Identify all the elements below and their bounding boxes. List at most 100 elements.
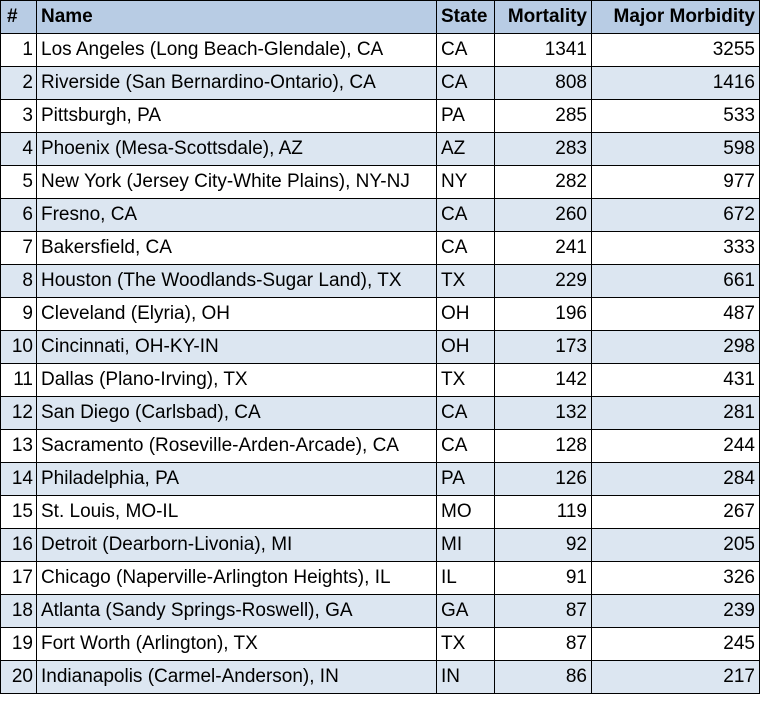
- table-row: 7 Bakersfield, CA CA 241 333: [0, 231, 760, 265]
- row-state-cell: TX: [436, 363, 495, 397]
- row-mortality-cell: 282: [494, 165, 592, 199]
- row-morbidity-cell: 267: [591, 495, 760, 529]
- row-morbidity-cell: 284: [591, 462, 760, 496]
- table-row: 18 Atlanta (Sandy Springs-Roswell), GA GA 8…: [0, 594, 760, 628]
- table-row: 3 Pittsburgh, PA PA 285 533: [0, 99, 760, 133]
- row-state-cell: MI: [436, 528, 495, 562]
- table-row: 20 Indianapolis (Carmel-Anderson), IN IN 86…: [0, 660, 760, 694]
- row-state-cell: IL: [436, 561, 495, 595]
- table-row: 9 Cleveland (Elyria), OH OH 196 487: [0, 297, 760, 331]
- row-morbidity-cell: 977: [591, 165, 760, 199]
- row-state-cell: CA: [436, 198, 495, 232]
- table-row: 15 St. Louis, MO-IL MO 119 267: [0, 495, 760, 529]
- table-row: 6 Fresno, CA CA 260 672: [0, 198, 760, 232]
- table-row: 4 Phoenix (Mesa-Scottsdale), AZ AZ 283 598: [0, 132, 760, 166]
- row-rank-cell: 16: [0, 528, 37, 562]
- header-mortality: Mortality: [494, 0, 592, 34]
- row-rank-cell: 8: [0, 264, 37, 298]
- header-state: State: [436, 0, 495, 34]
- data-table: # Name State Mortality Major Morbidity 1…: [0, 0, 760, 694]
- table-row: 11 Dallas (Plano-Irving), TX TX 142 431: [0, 363, 760, 397]
- table-row: 2 Riverside (San Bernardino-Ontario), CA C…: [0, 66, 760, 100]
- table-header: # Name State Mortality Major Morbidity: [0, 0, 760, 34]
- row-rank-cell: 18: [0, 594, 37, 628]
- row-mortality-cell: 128: [494, 429, 592, 463]
- row-mortality-cell: 92: [494, 528, 592, 562]
- table-body: 1 Los Angeles (Long Beach-Glendale), CA CA…: [0, 33, 760, 694]
- row-mortality-cell: 87: [494, 627, 592, 661]
- row-rank-cell: 7: [0, 231, 37, 265]
- row-mortality-cell: 86: [494, 660, 592, 694]
- header-name: Name: [36, 0, 437, 34]
- row-name-cell: Houston (The Woodlands-Sugar Land), TX: [36, 264, 437, 298]
- row-name-cell: Bakersfield, CA: [36, 231, 437, 265]
- row-state-cell: CA: [436, 231, 495, 265]
- row-mortality-cell: 196: [494, 297, 592, 331]
- row-state-cell: PA: [436, 462, 495, 496]
- row-name-cell: Los Angeles (Long Beach-Glendale), CA: [36, 33, 437, 67]
- row-morbidity-cell: 239: [591, 594, 760, 628]
- row-mortality-cell: 119: [494, 495, 592, 529]
- row-rank-cell: 17: [0, 561, 37, 595]
- row-state-cell: CA: [436, 396, 495, 430]
- row-morbidity-cell: 245: [591, 627, 760, 661]
- row-mortality-cell: 91: [494, 561, 592, 595]
- row-morbidity-cell: 217: [591, 660, 760, 694]
- row-rank-cell: 9: [0, 297, 37, 331]
- row-name-cell: Sacramento (Roseville-Arden-Arcade), CA: [36, 429, 437, 463]
- row-state-cell: TX: [436, 264, 495, 298]
- row-rank-cell: 20: [0, 660, 37, 694]
- row-morbidity-cell: 333: [591, 231, 760, 265]
- row-name-cell: St. Louis, MO-IL: [36, 495, 437, 529]
- table-row: 16 Detroit (Dearborn-Livonia), MI MI 92 205: [0, 528, 760, 562]
- row-rank-cell: 13: [0, 429, 37, 463]
- row-mortality-cell: 1341: [494, 33, 592, 67]
- row-morbidity-cell: 1416: [591, 66, 760, 100]
- row-name-cell: Pittsburgh, PA: [36, 99, 437, 133]
- table-row: 19 Fort Worth (Arlington), TX TX 87 245: [0, 627, 760, 661]
- row-mortality-cell: 142: [494, 363, 592, 397]
- table-row: 12 San Diego (Carlsbad), CA CA 132 281: [0, 396, 760, 430]
- row-morbidity-cell: 661: [591, 264, 760, 298]
- row-mortality-cell: 260: [494, 198, 592, 232]
- table-row: 17 Chicago (Naperville-Arlington Heights)…: [0, 561, 760, 595]
- row-rank-cell: 4: [0, 132, 37, 166]
- row-state-cell: CA: [436, 33, 495, 67]
- row-state-cell: PA: [436, 99, 495, 133]
- header-row: # Name State Mortality Major Morbidity: [0, 0, 760, 34]
- row-rank-cell: 12: [0, 396, 37, 430]
- row-name-cell: Cincinnati, OH-KY-IN: [36, 330, 437, 364]
- row-state-cell: NY: [436, 165, 495, 199]
- table-row: 14 Philadelphia, PA PA 126 284: [0, 462, 760, 496]
- table-row: 5 New York (Jersey City-White Plains), NY…: [0, 165, 760, 199]
- table-row: 10 Cincinnati, OH-KY-IN OH 173 298: [0, 330, 760, 364]
- row-morbidity-cell: 244: [591, 429, 760, 463]
- row-name-cell: Fort Worth (Arlington), TX: [36, 627, 437, 661]
- row-mortality-cell: 229: [494, 264, 592, 298]
- row-rank-cell: 6: [0, 198, 37, 232]
- row-name-cell: Atlanta (Sandy Springs-Roswell), GA: [36, 594, 437, 628]
- row-name-cell: New York (Jersey City-White Plains), NY-…: [36, 165, 437, 199]
- row-state-cell: OH: [436, 297, 495, 331]
- row-mortality-cell: 283: [494, 132, 592, 166]
- row-rank-cell: 5: [0, 165, 37, 199]
- row-mortality-cell: 808: [494, 66, 592, 100]
- row-mortality-cell: 241: [494, 231, 592, 265]
- row-name-cell: Chicago (Naperville-Arlington Heights), …: [36, 561, 437, 595]
- row-state-cell: MO: [436, 495, 495, 529]
- row-state-cell: CA: [436, 429, 495, 463]
- row-morbidity-cell: 298: [591, 330, 760, 364]
- row-name-cell: Detroit (Dearborn-Livonia), MI: [36, 528, 437, 562]
- row-morbidity-cell: 326: [591, 561, 760, 595]
- row-rank-cell: 1: [0, 33, 37, 67]
- row-state-cell: AZ: [436, 132, 495, 166]
- row-mortality-cell: 285: [494, 99, 592, 133]
- row-rank-cell: 15: [0, 495, 37, 529]
- row-mortality-cell: 132: [494, 396, 592, 430]
- row-name-cell: Cleveland (Elyria), OH: [36, 297, 437, 331]
- row-morbidity-cell: 3255: [591, 33, 760, 67]
- row-mortality-cell: 87: [494, 594, 592, 628]
- row-rank-cell: 3: [0, 99, 37, 133]
- row-rank-cell: 2: [0, 66, 37, 100]
- row-morbidity-cell: 205: [591, 528, 760, 562]
